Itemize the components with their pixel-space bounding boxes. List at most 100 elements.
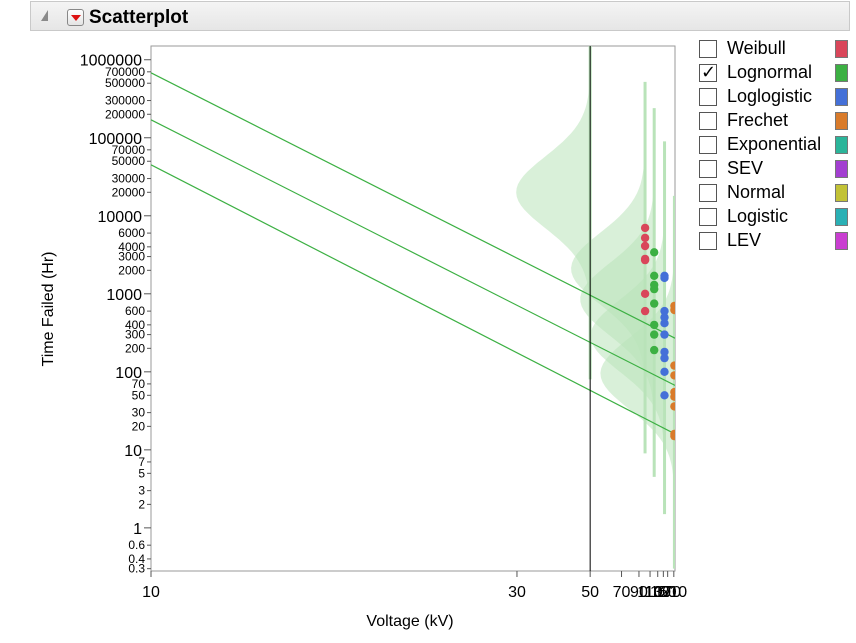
x-tick-label: 70 bbox=[613, 584, 631, 601]
fit-line-lower bbox=[151, 164, 675, 435]
y-tick-label: 10000 bbox=[98, 209, 143, 226]
y-tick-label: 300000 bbox=[105, 94, 145, 108]
density-curve-1 bbox=[516, 46, 591, 380]
y-tick-label: 600 bbox=[125, 304, 145, 318]
y-tick-label: 100000 bbox=[89, 131, 142, 148]
data-point[interactable] bbox=[660, 306, 669, 316]
y-tick-label: 200 bbox=[125, 341, 145, 355]
data-point[interactable] bbox=[640, 306, 650, 316]
legend-color-swatch[interactable] bbox=[835, 184, 848, 202]
data-point[interactable] bbox=[670, 371, 678, 380]
x-tick-label: 170 bbox=[654, 584, 681, 601]
y-tick-label: 100 bbox=[115, 365, 142, 382]
legend-item-sev[interactable]: SEV bbox=[697, 157, 856, 181]
y-tick-label: 300 bbox=[125, 328, 145, 342]
collapse-icon[interactable] bbox=[33, 4, 57, 30]
fit-line-upper bbox=[151, 72, 675, 339]
data-point[interactable] bbox=[650, 271, 659, 280]
data-point[interactable] bbox=[670, 361, 678, 370]
y-tick-label: 70000 bbox=[112, 143, 146, 157]
data-point[interactable] bbox=[650, 320, 659, 330]
data-point[interactable] bbox=[660, 367, 669, 376]
data-point[interactable] bbox=[670, 431, 678, 441]
data-point[interactable] bbox=[650, 345, 659, 355]
legend-label: Frechet bbox=[727, 110, 789, 130]
y-tick-label: 50 bbox=[132, 388, 146, 402]
legend-item-frechet[interactable]: Frechet bbox=[697, 109, 856, 133]
legend-color-swatch[interactable] bbox=[835, 136, 848, 154]
legend-item-lev[interactable]: LEV bbox=[697, 229, 856, 253]
legend-checkbox[interactable] bbox=[699, 160, 717, 178]
density-curve-3 bbox=[580, 108, 655, 477]
y-tick-label: 70 bbox=[132, 377, 146, 391]
legend-checkbox[interactable] bbox=[699, 40, 717, 58]
x-tick-label: 10 bbox=[142, 584, 160, 601]
data-point[interactable] bbox=[660, 347, 669, 357]
data-point[interactable] bbox=[660, 273, 669, 283]
legend-label: Logistic bbox=[727, 206, 789, 226]
y-tick-label: 20000 bbox=[112, 185, 146, 199]
data-point[interactable] bbox=[640, 233, 650, 243]
y-tick-label: 10 bbox=[124, 443, 142, 460]
data-point[interactable] bbox=[640, 289, 650, 298]
legend-item-normal[interactable]: Normal bbox=[697, 181, 856, 205]
legend-checkbox[interactable] bbox=[699, 112, 717, 130]
y-tick-label: 0.3 bbox=[128, 562, 145, 576]
legend-item-logistic[interactable]: Logistic bbox=[697, 205, 856, 229]
y-tick-label: 3000 bbox=[118, 250, 145, 264]
data-point[interactable] bbox=[640, 223, 650, 233]
y-tick-label: 200000 bbox=[105, 107, 145, 121]
legend-label: Exponential bbox=[727, 134, 822, 154]
legend-item-lognormal[interactable]: ✓ Lognormal bbox=[697, 61, 856, 85]
legend-color-swatch[interactable] bbox=[835, 64, 848, 82]
legend-checkbox[interactable] bbox=[699, 232, 717, 250]
data-point[interactable] bbox=[670, 392, 678, 401]
legend-color-swatch[interactable] bbox=[835, 88, 848, 106]
y-tick-label: 6000 bbox=[118, 226, 145, 240]
data-point[interactable] bbox=[650, 248, 659, 257]
legend-label: Weibull bbox=[727, 38, 786, 58]
y-tick-label: 700000 bbox=[105, 65, 145, 79]
y-axis-label: Time Failed (Hr) bbox=[40, 252, 57, 367]
legend-label: SEV bbox=[727, 158, 764, 178]
legend-color-swatch[interactable] bbox=[835, 208, 848, 226]
y-tick-label: 2000 bbox=[118, 263, 145, 277]
y-tick-label: 30000 bbox=[112, 172, 146, 186]
data-point[interactable] bbox=[660, 313, 669, 322]
data-point[interactable] bbox=[660, 391, 669, 400]
legend-item-weibull[interactable]: Weibull bbox=[697, 37, 856, 61]
data-point[interactable] bbox=[640, 255, 650, 265]
y-tick-label: 50000 bbox=[112, 154, 146, 168]
x-tick-label: 30 bbox=[508, 584, 526, 601]
legend-checkbox[interactable] bbox=[699, 88, 717, 106]
y-tick-label: 30 bbox=[132, 406, 146, 420]
y-tick-label: 400 bbox=[125, 318, 145, 332]
legend-color-swatch[interactable] bbox=[835, 40, 848, 58]
data-point[interactable] bbox=[670, 402, 678, 411]
data-point[interactable] bbox=[670, 305, 678, 315]
data-point[interactable] bbox=[660, 330, 669, 339]
legend-item-exponential[interactable]: Exponential bbox=[697, 133, 856, 157]
legend-color-swatch[interactable] bbox=[835, 112, 848, 130]
y-tick-label: 7 bbox=[138, 455, 145, 469]
y-tick-label: 1 bbox=[133, 521, 142, 538]
red-triangle-menu-button[interactable] bbox=[67, 9, 84, 26]
data-point[interactable] bbox=[650, 330, 659, 339]
data-point[interactable] bbox=[660, 319, 669, 328]
y-tick-label: 4000 bbox=[118, 240, 145, 254]
legend-checkbox[interactable] bbox=[699, 136, 717, 154]
legend-item-loglogistic[interactable]: Loglogistic bbox=[697, 85, 856, 109]
data-point[interactable] bbox=[660, 353, 669, 363]
data-point[interactable] bbox=[650, 299, 659, 308]
x-tick-label: 90 bbox=[630, 584, 648, 601]
legend-label: LEV bbox=[727, 230, 762, 250]
y-tick-label: 1000000 bbox=[80, 53, 142, 70]
legend-checkbox[interactable] bbox=[699, 208, 717, 226]
legend-color-swatch[interactable] bbox=[835, 160, 848, 178]
legend-label: Normal bbox=[727, 182, 786, 202]
data-point[interactable] bbox=[640, 241, 650, 251]
legend-checkbox[interactable] bbox=[699, 184, 717, 202]
legend-checkbox[interactable]: ✓ bbox=[699, 62, 717, 82]
data-point[interactable] bbox=[650, 284, 659, 294]
legend-color-swatch[interactable] bbox=[835, 232, 848, 250]
